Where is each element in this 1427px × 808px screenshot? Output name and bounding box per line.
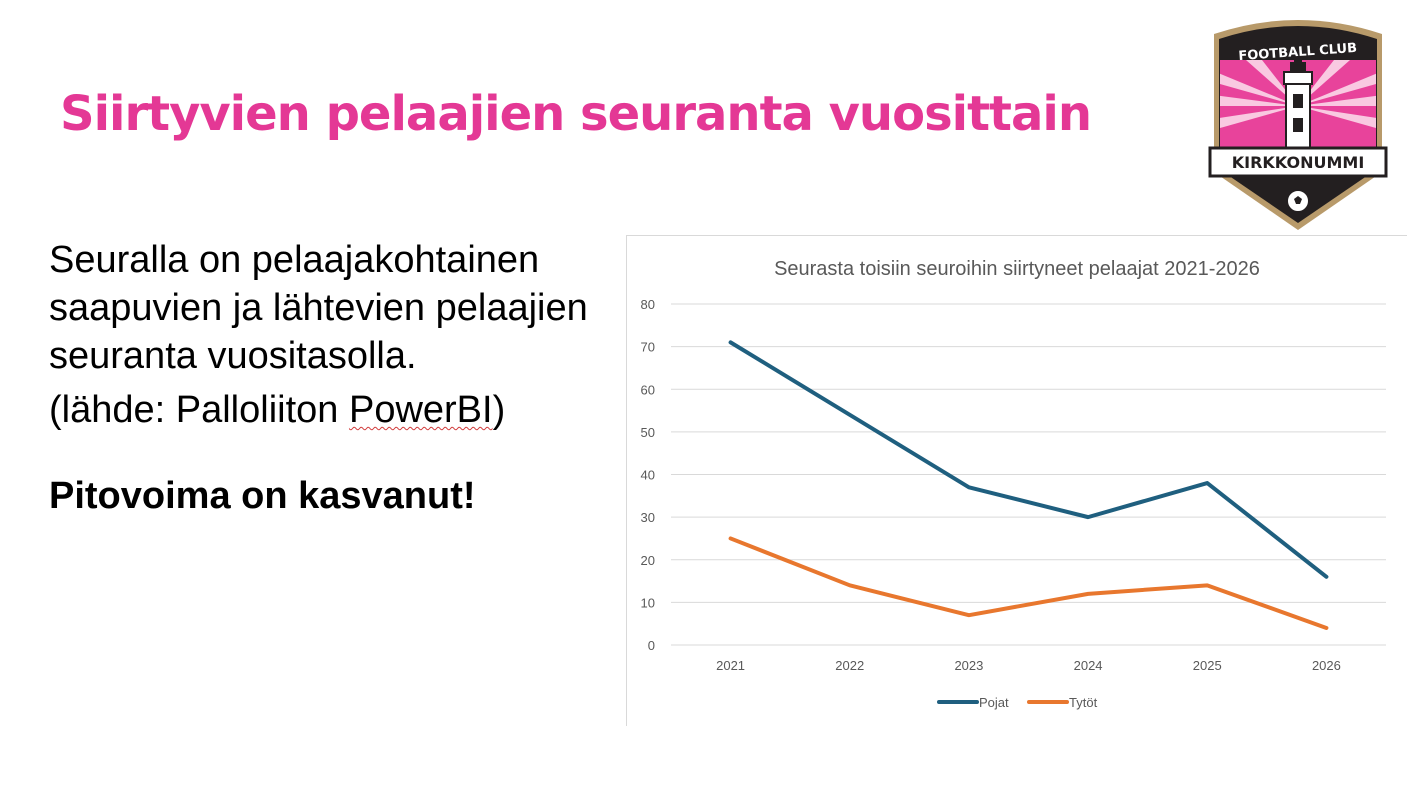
x-tick-label: 2021 xyxy=(716,658,745,673)
y-tick-label: 70 xyxy=(641,340,655,355)
chart-frame: Seurasta toisiin seuroihin siirtyneet pe… xyxy=(626,235,1407,726)
x-tick-label: 2022 xyxy=(835,658,864,673)
slide-title: Siirtyvien pelaajien seuranta vuosittain xyxy=(60,86,1092,142)
legend-label: Tytöt xyxy=(1069,695,1098,710)
y-tick-label: 80 xyxy=(641,297,655,312)
y-tick-label: 60 xyxy=(641,382,655,397)
chart-title: Seurasta toisiin seuroihin siirtyneet pe… xyxy=(774,258,1260,280)
x-tick-label: 2024 xyxy=(1074,658,1103,673)
x-tick-label: 2025 xyxy=(1193,658,1222,673)
source-suffix: ) xyxy=(492,389,506,431)
club-logo: FOOTBALL CLUB KIRKKONUMMI xyxy=(1208,20,1388,230)
source-prefix: (lähde: Palloliiton xyxy=(49,389,349,431)
y-tick-label: 30 xyxy=(641,510,655,525)
series-line-pojat xyxy=(728,340,1329,579)
y-tick-label: 0 xyxy=(648,638,655,653)
x-tick-label: 2026 xyxy=(1312,658,1341,673)
y-tick-label: 40 xyxy=(641,468,655,483)
y-tick-label: 50 xyxy=(641,425,655,440)
y-tick-label: 10 xyxy=(641,595,655,610)
legend-label: Pojat xyxy=(979,695,1009,710)
logo-banner-text: KIRKKONUMMI xyxy=(1232,153,1365,172)
series-line-tytöt xyxy=(728,536,1329,630)
body-paragraph: Seuralla on pelaajakohtainen saapuvien j… xyxy=(49,239,588,377)
x-tick-label: 2023 xyxy=(954,658,983,673)
line-chart: Seurasta toisiin seuroihin siirtyneet pe… xyxy=(641,258,1386,710)
source-line: (lähde: Palloliiton PowerBI) xyxy=(49,386,609,434)
y-tick-label: 20 xyxy=(641,553,655,568)
source-link: PowerBI xyxy=(348,389,493,431)
body-text: Seuralla on pelaajakohtainen saapuvien j… xyxy=(49,236,609,520)
conclusion-text: Pitovoima on kasvanut! xyxy=(49,475,476,517)
